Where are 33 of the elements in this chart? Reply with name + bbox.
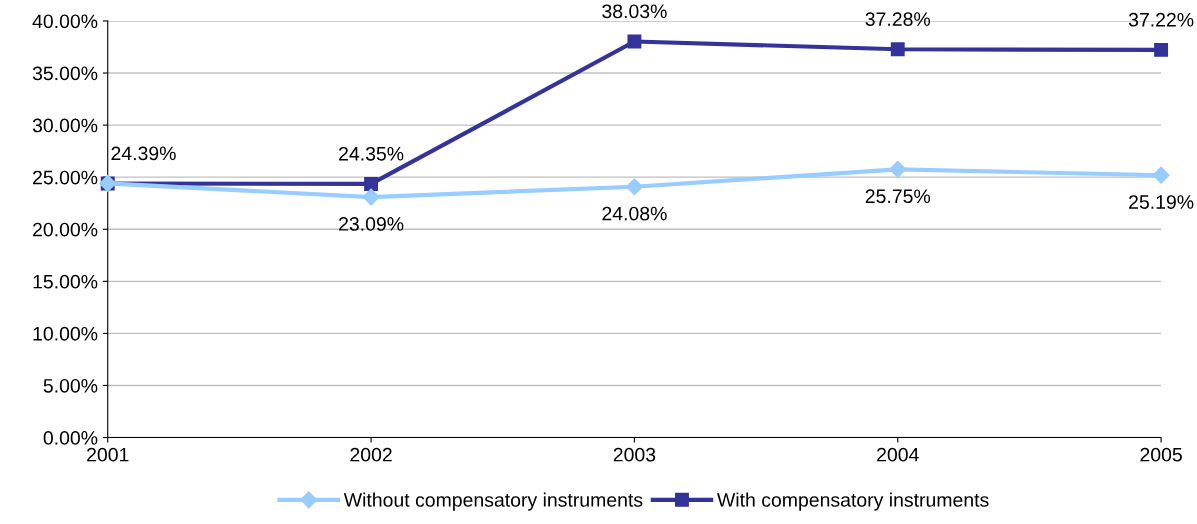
data-label: 37.28% [865, 12, 931, 26]
point [1154, 42, 1169, 57]
x-tick-label: 2001 [87, 447, 129, 462]
y-tick-label: 10.00% [33, 326, 98, 341]
y-tick-label: 0.00% [43, 431, 98, 445]
x-tick-label: 2003 [613, 447, 656, 462]
y-tick-label: 30.00% [32, 118, 98, 133]
data-label: 25.19% [1129, 195, 1194, 209]
point [627, 34, 642, 49]
data-label: 24.08% [602, 206, 667, 221]
legend-label: Without compensatory instruments [343, 492, 643, 511]
point [889, 160, 907, 178]
y-tick-label: 5.00% [43, 378, 98, 393]
x-tick-label: 2005 [1140, 447, 1182, 462]
x-tick-label: 2002 [350, 447, 392, 462]
x-tick-label: 2004 [877, 447, 919, 462]
y-tick-label: 35.00% [32, 66, 98, 81]
point [890, 42, 905, 57]
point [362, 188, 380, 206]
legend-label: With compensatory instruments [717, 492, 989, 511]
y-tick-label: 25.00% [33, 170, 98, 185]
y-tick-label: 15.00% [33, 274, 98, 289]
point [1152, 166, 1170, 184]
point [625, 178, 643, 196]
data-label: 23.09% [339, 217, 404, 231]
point [364, 177, 379, 191]
data-label: 37.22% [1128, 12, 1194, 27]
data-label: 24.35% [339, 146, 404, 161]
data-label: 24.39% [111, 146, 176, 161]
y-tick-label: 40.00% [32, 14, 98, 29]
y-tick-label: 20.00% [33, 222, 98, 237]
data-label: 25.75% [865, 189, 931, 204]
data-label: 38.03% [602, 4, 667, 19]
